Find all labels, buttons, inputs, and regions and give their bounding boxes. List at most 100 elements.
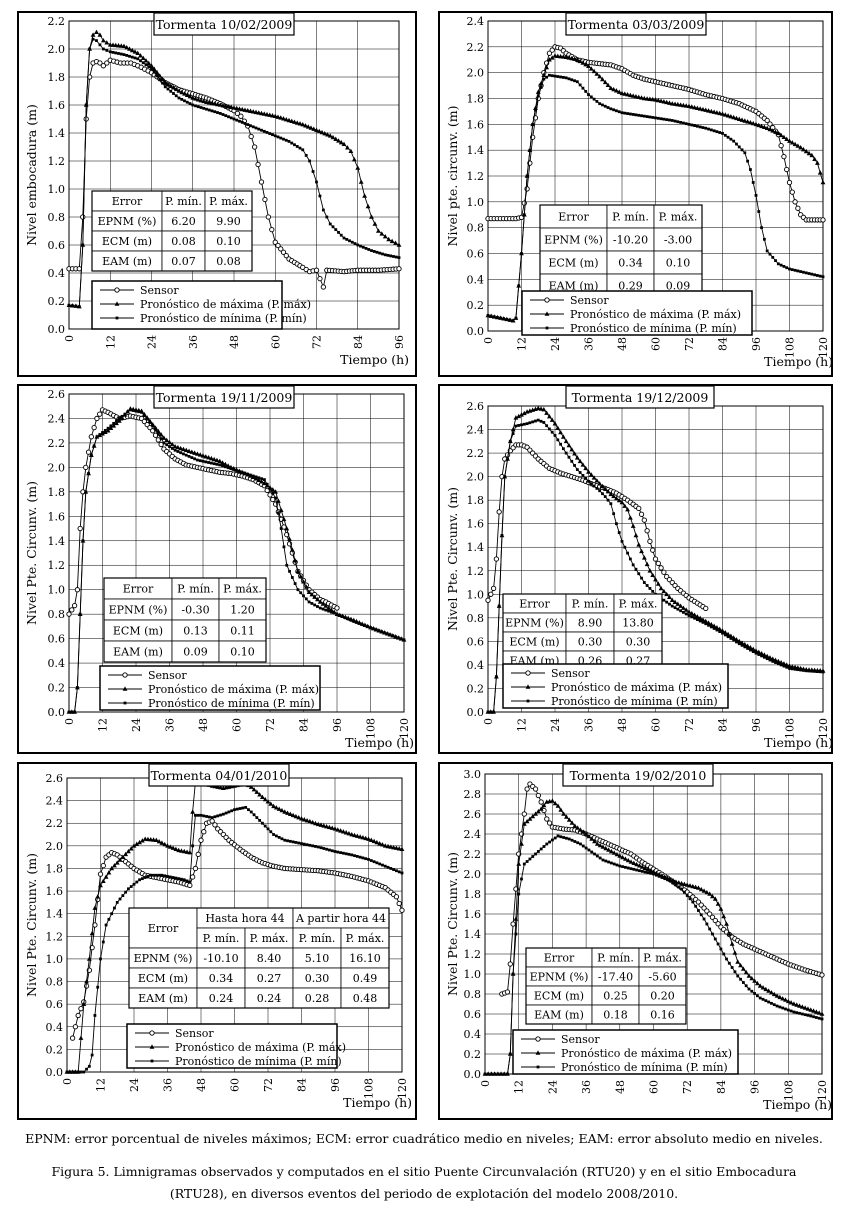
data-point-min <box>520 423 523 427</box>
data-point-sensor <box>76 266 82 272</box>
data-point-min <box>70 710 74 714</box>
table-row-label: EAM (m) <box>549 280 599 293</box>
data-point-min <box>304 597 308 601</box>
chart-svg: 0.00.20.40.60.81.01.21.41.61.82.02.22.40… <box>445 12 833 369</box>
data-point-min <box>216 814 220 818</box>
data-point-min <box>576 841 580 845</box>
data-point-min <box>551 838 554 842</box>
y-tick-label: 2.6 <box>464 808 482 821</box>
data-point-max <box>521 821 527 826</box>
data-point-sensor <box>189 874 196 880</box>
legend-marker-min <box>526 699 530 703</box>
data-point-max <box>248 784 254 789</box>
data-point-max <box>789 664 795 669</box>
data-point-min <box>559 835 563 839</box>
data-point-sensor <box>66 611 72 617</box>
data-point-max <box>297 121 303 126</box>
data-point-max <box>340 829 346 834</box>
data-point-max <box>315 596 320 602</box>
data-point-max <box>664 591 670 597</box>
data-point-max <box>770 128 776 133</box>
data-point-min <box>263 478 266 482</box>
data-point-min <box>307 600 311 604</box>
data-point-min <box>260 477 264 481</box>
table-header: P. máx. <box>250 932 289 945</box>
data-point-max <box>608 85 614 90</box>
data-point-min <box>397 636 400 640</box>
table-value: -10.20 <box>613 234 648 247</box>
data-point-min <box>369 859 373 862</box>
data-point-max <box>157 73 163 78</box>
x-tick-label: 60 <box>650 337 663 351</box>
data-point-max <box>619 499 625 505</box>
data-point-min <box>321 208 325 212</box>
data-point-sensor <box>91 424 97 431</box>
data-point-max <box>625 857 631 863</box>
data-point-max <box>715 901 721 906</box>
data-point-min <box>196 458 199 462</box>
data-point-min <box>295 145 299 148</box>
data-point-min <box>645 584 649 587</box>
data-point-max <box>577 58 583 64</box>
data-point-min <box>336 850 340 854</box>
chart-title-box <box>565 12 707 36</box>
data-point-min <box>91 37 95 41</box>
data-point-max <box>558 429 563 435</box>
data-point-min <box>816 274 819 277</box>
data-point-min <box>741 981 745 984</box>
x-axis-label: Tiempo (h) <box>763 1097 832 1112</box>
data-point-max <box>289 547 295 552</box>
data-point-max <box>817 170 823 175</box>
data-point-min <box>318 606 322 610</box>
data-point-max <box>775 130 781 136</box>
data-point-min <box>375 250 379 254</box>
x-tick-label: 0 <box>61 1078 74 1085</box>
data-point-min <box>522 862 526 866</box>
x-tick-label: 72 <box>681 1080 694 1094</box>
chart-svg: 0.00.20.40.60.81.01.21.41.61.82.02.22.42… <box>24 763 412 1110</box>
data-point-min <box>609 861 613 865</box>
data-point-min <box>612 108 616 112</box>
data-point-min <box>531 122 535 126</box>
data-point-max <box>783 997 788 1002</box>
data-point-max <box>761 652 767 657</box>
data-point-max <box>98 882 103 888</box>
table-value: 0.18 <box>603 1009 628 1022</box>
data-point-min <box>660 876 664 879</box>
data-point-min <box>595 486 599 490</box>
data-point-min <box>668 118 671 122</box>
data-point-min <box>280 837 284 841</box>
data-point-max <box>352 832 357 838</box>
y-tick-label: 0.0 <box>467 325 485 338</box>
data-point-max <box>187 850 193 855</box>
data-point-max <box>120 854 126 859</box>
data-point-max <box>341 141 347 146</box>
data-point-min <box>631 113 635 116</box>
data-point-min <box>240 120 244 124</box>
data-point-min <box>377 629 381 633</box>
data-point-max <box>218 785 223 790</box>
data-point-min <box>565 836 568 840</box>
data-point-min <box>318 194 322 198</box>
table-value: 0.34 <box>209 972 234 985</box>
data-point-min <box>709 128 713 132</box>
data-point-sensor <box>507 961 513 967</box>
table-group-header: A partir hora 44 <box>295 912 386 925</box>
data-point-min <box>166 874 169 878</box>
data-point-max <box>197 452 203 457</box>
data-point-max <box>226 104 231 109</box>
data-point-min <box>333 850 337 853</box>
data-point-min <box>150 67 153 70</box>
data-point-max <box>237 106 242 111</box>
data-point-max <box>112 863 117 868</box>
data-point-max <box>146 60 152 66</box>
x-tick-label: 36 <box>583 718 596 732</box>
data-point-min <box>161 81 164 85</box>
data-point-min <box>539 86 543 89</box>
data-point-max <box>184 849 190 854</box>
data-point-min <box>579 842 582 846</box>
data-point-min <box>626 551 629 555</box>
data-point-min <box>201 459 205 463</box>
data-point-min <box>712 627 716 630</box>
data-point-max <box>549 417 555 422</box>
